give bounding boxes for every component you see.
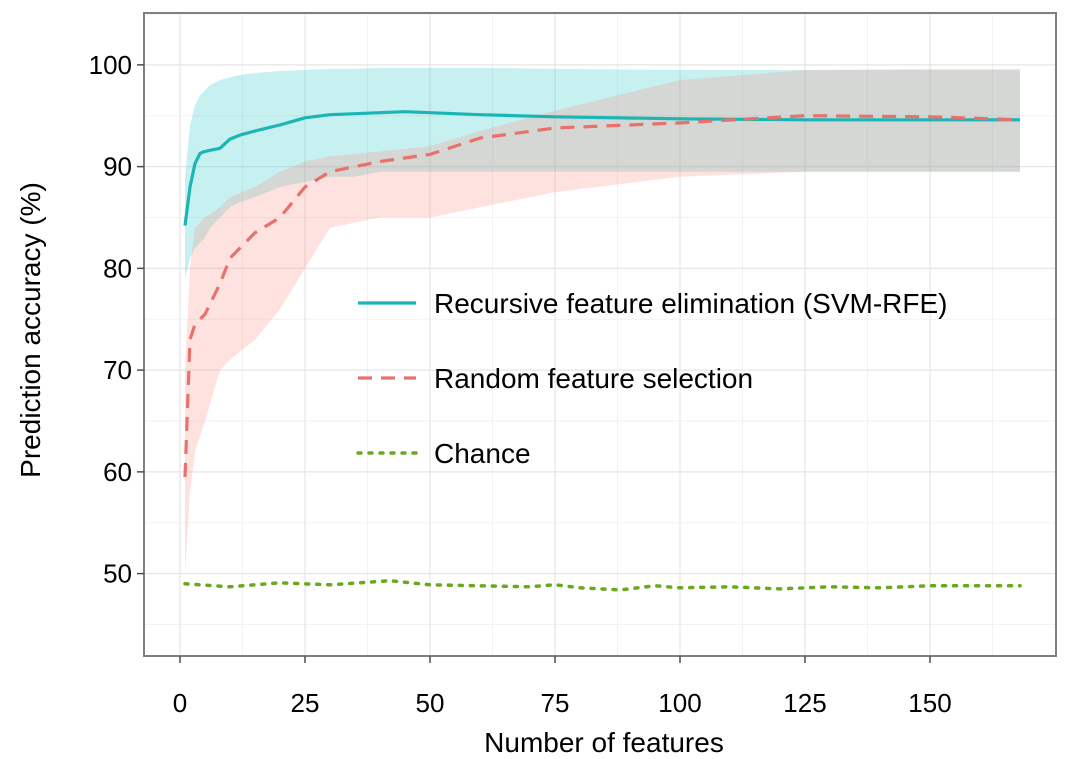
legend-label-chance: Chance [434, 438, 531, 469]
confidence-bands [185, 67, 1020, 574]
y-axis-ticks: 50 60 70 80 90 100 [89, 50, 144, 589]
x-axis-ticks: 0 25 50 75 100 125 150 [173, 656, 952, 718]
plot-panel-border [143, 12, 1057, 657]
y-axis-title: Prediction accuracy (%) [15, 182, 46, 478]
y-tick-label: 60 [103, 457, 132, 487]
y-tick-label: 50 [103, 559, 132, 589]
x-tick-label: 50 [416, 688, 445, 718]
x-tick-label: 75 [541, 688, 570, 718]
x-tick-label: 125 [783, 688, 826, 718]
series-lines [183, 110, 1022, 592]
y-tick-label: 70 [103, 355, 132, 385]
legend-label-random: Random feature selection [434, 363, 753, 394]
legend-label-rfe: Recursive feature elimination (SVM-RFE) [434, 288, 948, 319]
legend: Recursive feature elimination (SVM-RFE) R… [356, 288, 948, 469]
random-series-line [183, 114, 1021, 477]
x-tick-label: 0 [173, 688, 187, 718]
y-tick-label: 100 [89, 50, 132, 80]
rfe-series-line [183, 110, 1020, 226]
x-tick-label: 100 [658, 688, 701, 718]
x-tick-label: 25 [291, 688, 320, 718]
x-tick-label: 150 [908, 688, 951, 718]
random-confidence-band [185, 68, 1020, 574]
y-tick-label: 90 [103, 152, 132, 182]
chance-series-line [183, 578, 1022, 592]
x-axis-title: Number of features [484, 727, 724, 758]
y-tick-label: 80 [103, 253, 132, 283]
major-gridlines [145, 14, 1055, 655]
